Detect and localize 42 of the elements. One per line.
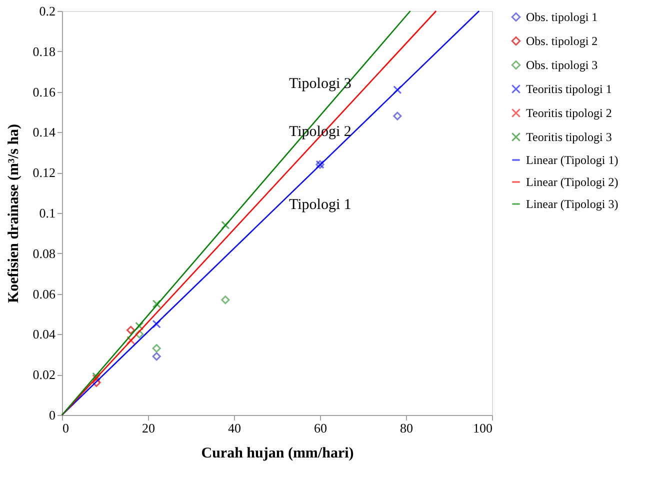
legend-label: Linear (Tipologi 1)	[526, 153, 618, 167]
point	[152, 300, 161, 308]
y-tick-label: 0.04	[32, 326, 56, 342]
point	[221, 220, 230, 230]
y-tick-label: 0.2	[39, 4, 56, 18]
y-tick-label: 0.02	[32, 367, 56, 382]
annotation: Tipologi 1	[289, 197, 352, 213]
y-axis-title: Koefisien drainase (m³/s ha)	[6, 124, 22, 304]
point	[135, 322, 144, 330]
point	[393, 85, 402, 94]
x-tick-label: 80	[400, 420, 413, 436]
x-tick-label: 100	[473, 420, 492, 436]
point	[126, 326, 136, 334]
legend-label: Teoritis tipologi 1	[526, 82, 612, 96]
y-tick-label: 0.08	[32, 246, 56, 261]
legend-label: Teoritis tipologi 3	[526, 130, 612, 144]
point	[152, 320, 161, 328]
point	[126, 336, 136, 345]
point	[152, 344, 161, 353]
legend-label: Linear (Tipologi 3)	[526, 197, 618, 211]
x-tick-label: 0	[62, 420, 69, 436]
y-tick-label: 0.14	[32, 124, 56, 140]
y-tick-label: 0.06	[32, 286, 56, 302]
point	[92, 378, 101, 387]
y-tick-label: 0.18	[32, 44, 56, 59]
x-tick-label: 40	[228, 420, 241, 436]
y-tick-label: 0.16	[32, 84, 56, 100]
x-tick-label: 60	[314, 420, 327, 436]
legend-label: Obs. tipologi 2	[526, 34, 598, 48]
legend-label: Teoritis tipologi 2	[526, 106, 612, 120]
y-tick-label: 0	[49, 408, 56, 422]
point	[393, 112, 402, 120]
point	[221, 296, 230, 304]
point	[135, 330, 144, 338]
x-axis-title: Curah hujan (mm/hari)	[201, 446, 354, 462]
point	[152, 352, 161, 361]
legend-label: Obs. tipologi 1	[526, 10, 598, 24]
legend-label: Linear (Tipologi 2)	[526, 175, 618, 189]
y-tick-label: 0.12	[32, 165, 56, 180]
y-tick-label: 0.1	[39, 206, 56, 220]
legend-label: Obs. tipologi 3	[526, 58, 598, 72]
x-tick-label: 20	[142, 420, 155, 436]
